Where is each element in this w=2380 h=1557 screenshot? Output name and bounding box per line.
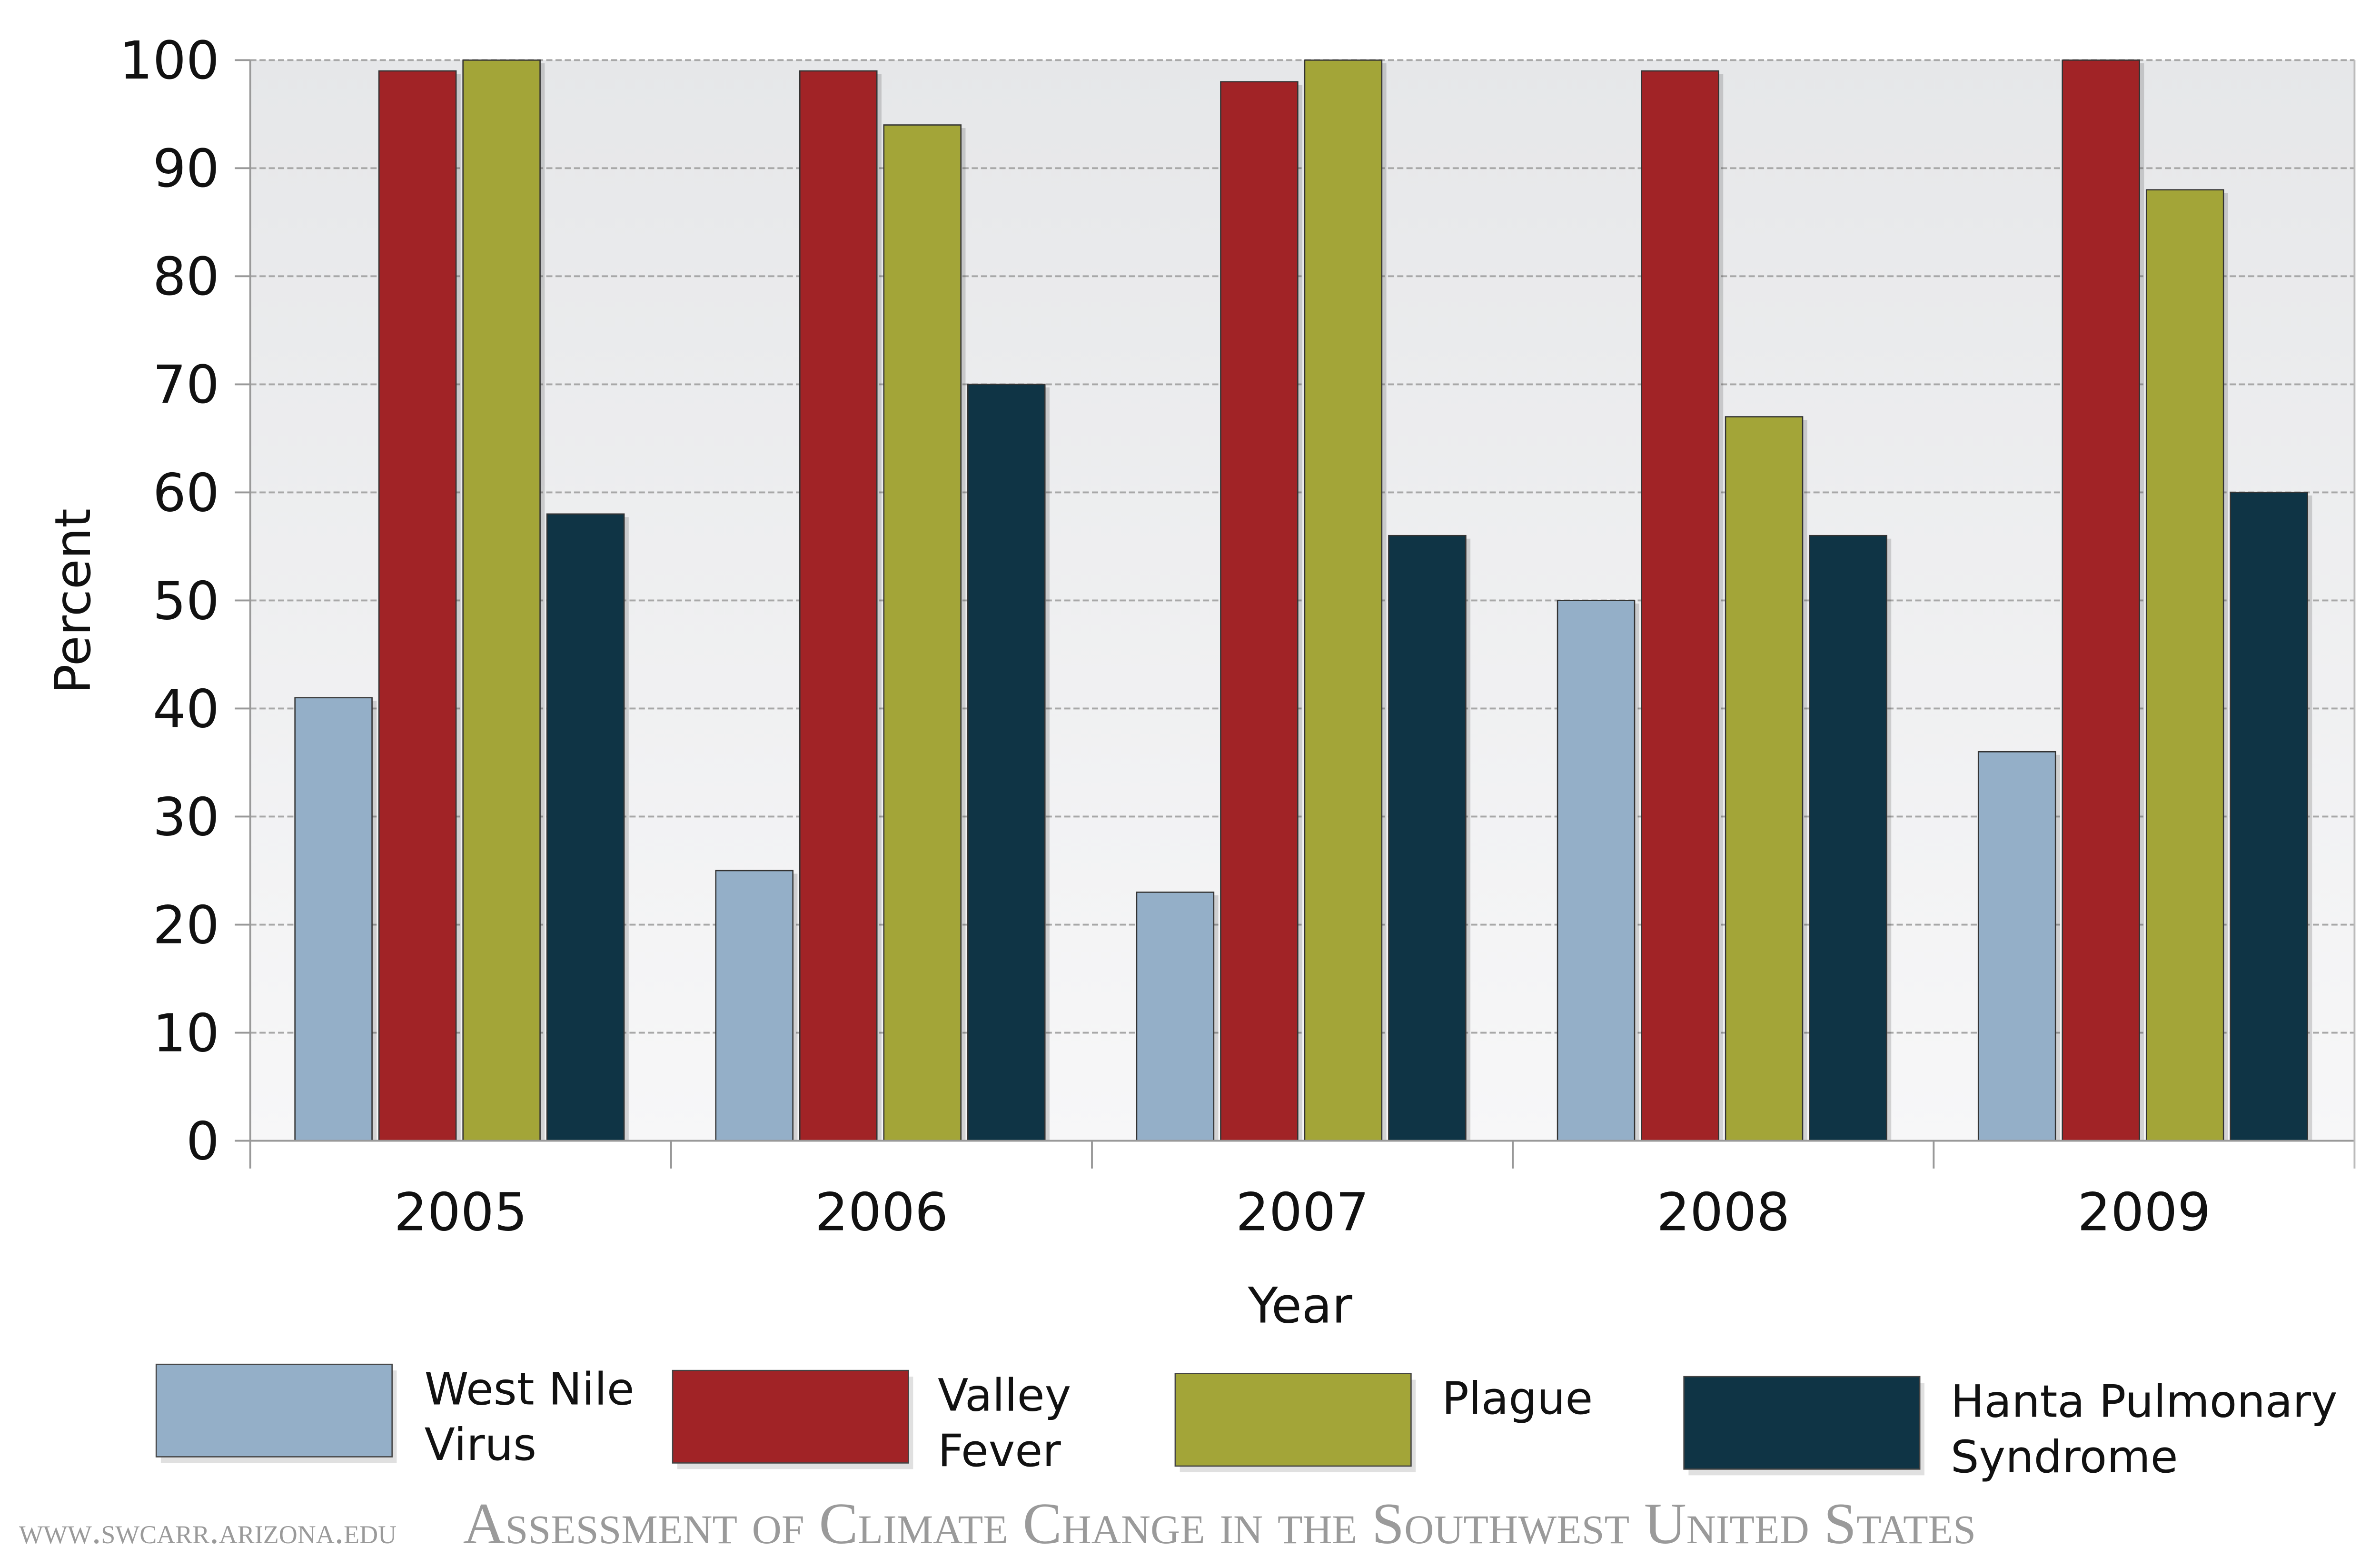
bar-hanta-pulmonary-syndrome-2006 <box>967 384 1046 1141</box>
legend-label: West Nile <box>425 1363 635 1415</box>
bar-valley-fever-2006 <box>799 70 878 1141</box>
bar-west-nile-virus-2009 <box>1977 751 2056 1141</box>
legend-label: Plague <box>1442 1373 1593 1425</box>
legend-label: Virus <box>425 1419 536 1471</box>
y-tick-label: 30 <box>153 786 219 847</box>
y-tick-label: 80 <box>153 246 219 307</box>
y-tick-label: 40 <box>153 678 219 739</box>
x-tick-label: 2007 <box>1236 1181 1369 1242</box>
y-tick-label: 10 <box>153 1002 219 1063</box>
watermark-title: Assessment of Climate Change in the Sout… <box>463 1491 1976 1556</box>
bar-plague-2006 <box>883 124 962 1141</box>
bar-valley-fever-2007 <box>1220 81 1299 1141</box>
y-tick-label: 0 <box>186 1111 219 1171</box>
legend-label: Valley <box>938 1369 1071 1421</box>
y-tick-label: 100 <box>119 30 219 91</box>
legend-label: Fever <box>938 1425 1061 1477</box>
bar-west-nile-virus-2007 <box>1136 892 1215 1141</box>
bar-west-nile-virus-2005 <box>294 697 373 1141</box>
bar-plague-2008 <box>1725 416 1804 1141</box>
bar-hanta-pulmonary-syndrome-2009 <box>2230 492 2308 1141</box>
legend-label: Hanta Pulmonary <box>1951 1376 2338 1428</box>
legend-swatch <box>155 1363 393 1458</box>
bar-hanta-pulmonary-syndrome-2007 <box>1388 535 1467 1141</box>
x-axis-label: Year <box>1248 1278 1353 1335</box>
watermark-url: www.swcarr.arizona.edu <box>19 1510 397 1551</box>
y-tick-label: 70 <box>153 354 219 415</box>
bar-west-nile-virus-2006 <box>715 870 794 1141</box>
bar-west-nile-virus-2008 <box>1557 600 1636 1141</box>
y-tick-label: 60 <box>153 462 219 523</box>
bar-plague-2009 <box>2145 189 2224 1141</box>
bar-valley-fever-2005 <box>378 70 457 1141</box>
bar-hanta-pulmonary-syndrome-2008 <box>1809 535 1887 1141</box>
x-tick-label: 2005 <box>394 1181 527 1242</box>
legend-label: Syndrome <box>1951 1431 2178 1483</box>
y-tick-label: 20 <box>153 894 219 955</box>
x-tick-label: 2009 <box>2077 1181 2211 1242</box>
x-tick-label: 2006 <box>815 1181 948 1242</box>
bar-hanta-pulmonary-syndrome-2005 <box>546 513 625 1141</box>
legend-swatch <box>672 1369 909 1464</box>
legend-swatch <box>1174 1373 1412 1467</box>
legend-swatch <box>1683 1376 1921 1470</box>
y-tick-label: 90 <box>153 138 219 199</box>
y-tick-label: 50 <box>153 570 219 631</box>
bar-plague-2007 <box>1304 60 1383 1141</box>
y-axis-label: Percent <box>45 508 102 694</box>
x-tick-label: 2008 <box>1656 1181 1790 1242</box>
bar-valley-fever-2009 <box>2062 60 2140 1141</box>
bar-valley-fever-2008 <box>1641 70 1719 1141</box>
bar-plague-2005 <box>462 60 541 1141</box>
